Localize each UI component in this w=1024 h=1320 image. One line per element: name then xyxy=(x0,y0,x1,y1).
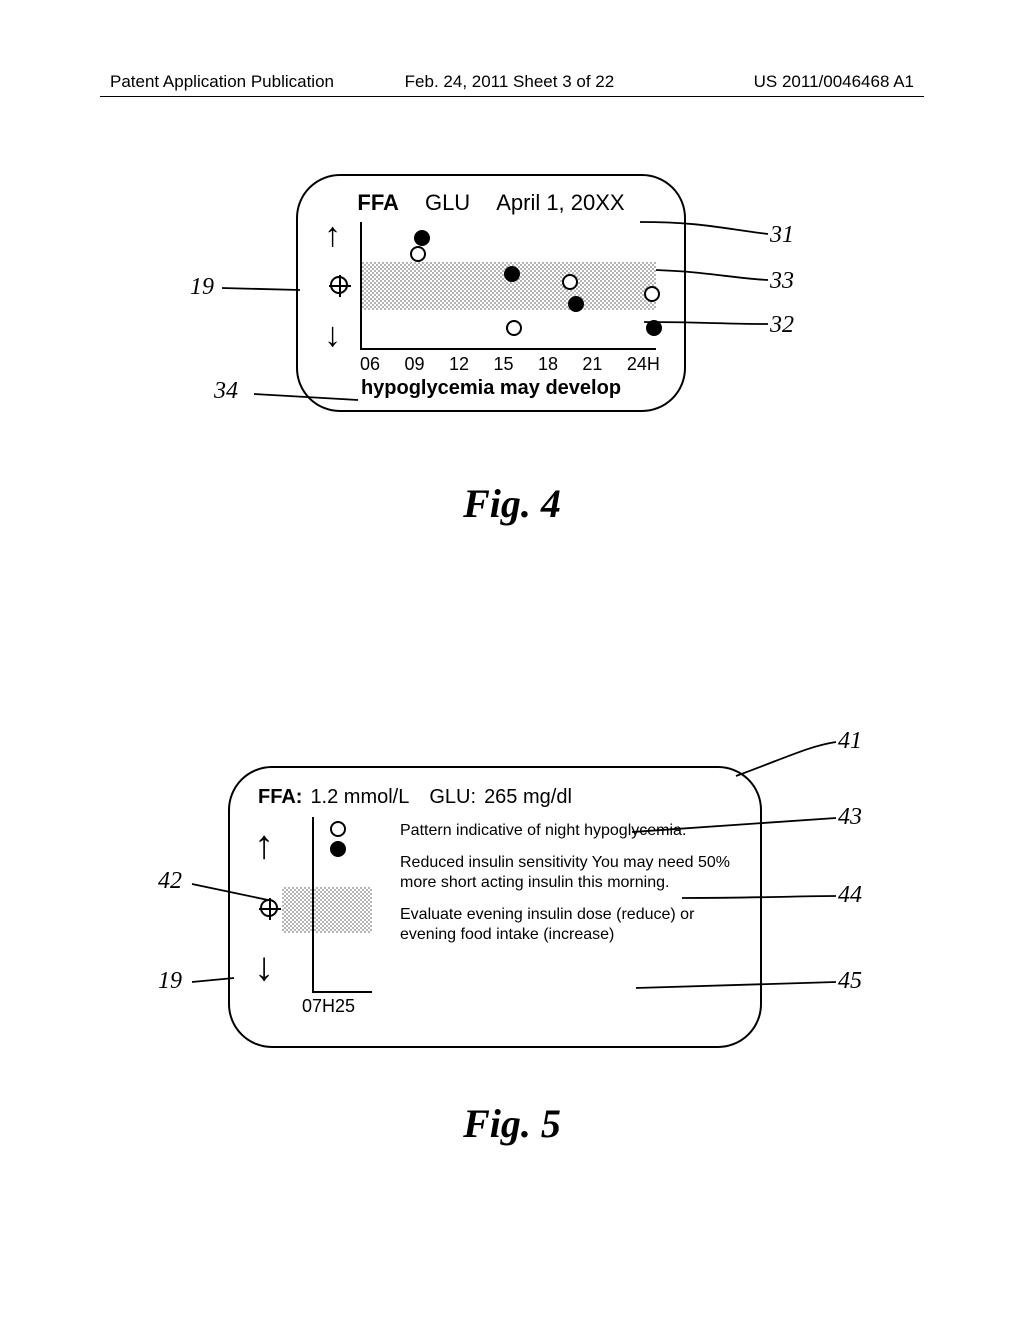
header-rule xyxy=(100,96,924,97)
figure-4: FFA GLU April 1, 20XX ↑ ↓ 06091215182124… xyxy=(0,160,1024,480)
header-mid: Feb. 24, 2011 Sheet 3 of 22 xyxy=(365,72,660,92)
fig4-leaders xyxy=(0,160,1024,480)
fig4-caption: Fig. 4 xyxy=(0,480,1024,527)
header-right: US 2011/0046468 A1 xyxy=(659,72,914,92)
fig5-caption: Fig. 5 xyxy=(0,1100,1024,1147)
page-header: Patent Application Publication Feb. 24, … xyxy=(0,72,1024,92)
fig5-leaders xyxy=(0,700,1024,1120)
figure-5: FFA: 1.2 mmol/L GLU: 265 mg/dl ↑ ↓ 07H25… xyxy=(0,700,1024,1100)
header-left: Patent Application Publication xyxy=(110,72,365,92)
